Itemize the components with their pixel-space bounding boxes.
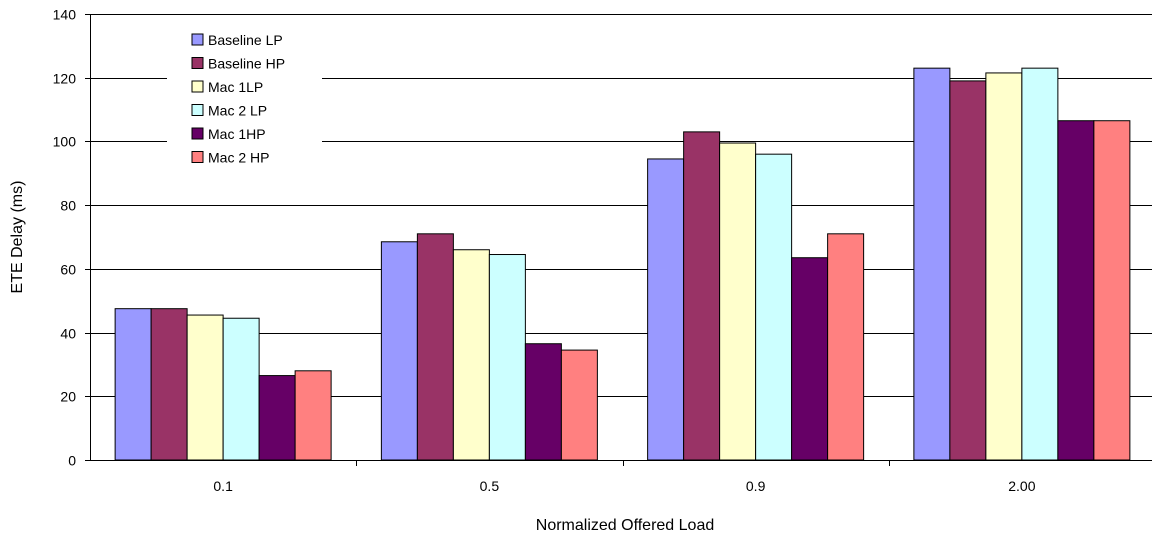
- bar: [560, 349, 598, 461]
- legend-swatch: [191, 57, 204, 69]
- x-tick-label: 2.00: [1008, 478, 1035, 494]
- legend-swatch: [191, 33, 204, 46]
- x-tick-label: 0.9: [746, 478, 766, 494]
- bar: [380, 241, 418, 461]
- bar: [222, 317, 260, 461]
- bar: [1057, 120, 1095, 461]
- bar: [683, 131, 721, 461]
- bar: [294, 370, 332, 461]
- bar: [827, 233, 865, 461]
- bar: [452, 249, 490, 461]
- bars: [114, 67, 1131, 461]
- bar: [258, 375, 296, 461]
- legend-box: [167, 25, 322, 176]
- bar: [719, 142, 757, 461]
- y-tick-label: 120: [53, 71, 77, 87]
- bar: [791, 257, 829, 461]
- bar: [1021, 67, 1059, 461]
- y-tick-label: 40: [60, 326, 76, 342]
- bar: [114, 308, 152, 461]
- y-axis-title: ETE Delay (ms): [9, 181, 26, 294]
- legend-label: Baseline LP: [208, 32, 283, 48]
- x-tick-labels: 0.1 0.5 0.9 2.00: [213, 478, 1035, 494]
- legend-swatch: [191, 151, 204, 163]
- axes: [85, 14, 1152, 466]
- legend-label: Mac 2 HP: [208, 150, 269, 166]
- bar: [647, 158, 685, 461]
- y-tick-label: 0: [68, 453, 76, 469]
- legend: Baseline LP Baseline HP Mac 1LP Mac 2 LP Mac…: [167, 25, 322, 176]
- y-tick-label: 140: [53, 7, 77, 23]
- bar: [524, 343, 562, 461]
- legend-swatch: [191, 127, 204, 140]
- y-tick-labels: 0 20 40 60 80 100 120 140: [53, 7, 77, 469]
- bar: [913, 67, 951, 461]
- bar: [488, 254, 526, 461]
- legend-label: Mac 1HP: [208, 126, 266, 142]
- y-tick-label: 60: [60, 262, 76, 278]
- y-tick-label: 20: [60, 389, 76, 405]
- legend-swatch: [191, 80, 204, 93]
- x-axis-title: Normalized Offered Load: [536, 517, 714, 534]
- y-tick-label: 80: [60, 198, 76, 214]
- x-tick-label: 0.5: [480, 478, 500, 494]
- legend-label: Baseline HP: [208, 56, 285, 72]
- x-tick-label: 0.1: [213, 478, 233, 494]
- bar: [949, 80, 987, 461]
- legend-swatch: [191, 104, 204, 116]
- bar: [186, 314, 224, 461]
- legend-label: Mac 1LP: [208, 79, 263, 95]
- bar: [985, 72, 1023, 461]
- y-tick-label: 100: [53, 134, 77, 150]
- legend-label: Mac 2 LP: [208, 103, 267, 119]
- bar: [1093, 120, 1131, 461]
- bar: [150, 308, 188, 461]
- bar: [755, 153, 793, 461]
- bar: [416, 233, 454, 461]
